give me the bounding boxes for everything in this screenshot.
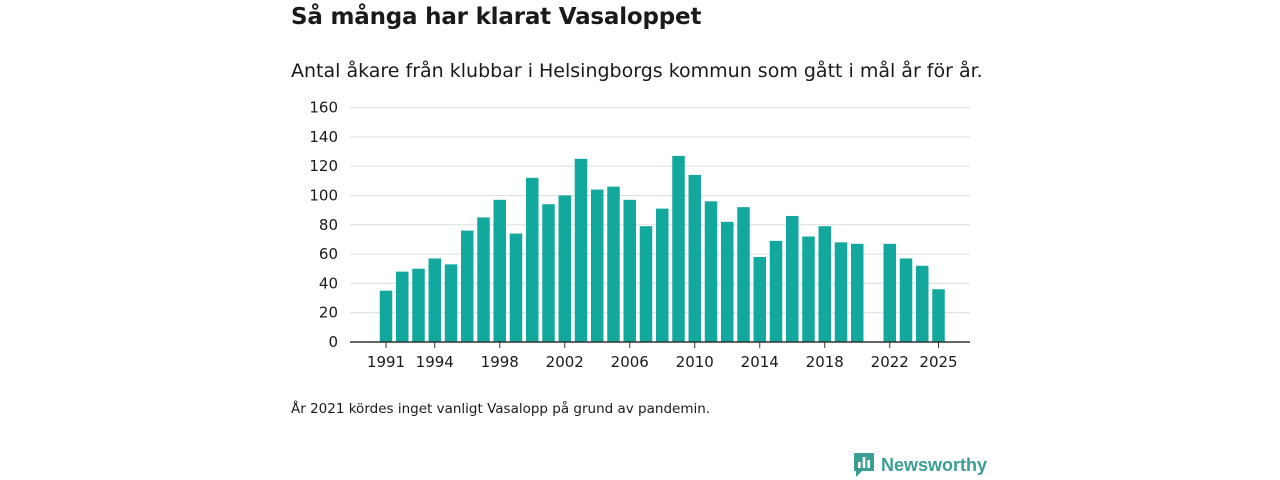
bar-1993[interactable] — [412, 268, 425, 342]
bar-2004[interactable] — [591, 189, 604, 342]
y-tick-label: 160 — [309, 99, 338, 117]
bar-2019[interactable] — [834, 242, 848, 342]
y-tick-label: 40 — [319, 274, 338, 292]
bar-2025[interactable] — [932, 289, 945, 342]
y-tick-label: 100 — [309, 186, 338, 204]
bar-1995[interactable] — [444, 264, 458, 342]
bar-2017[interactable] — [802, 236, 815, 342]
chart-title: Så många har klarat Vasaloppet — [291, 4, 702, 30]
newsworthy-logo-icon — [854, 453, 874, 477]
bar-chart: 0 20 40 60 80 100 120 140 160 1991 1994 1998 2002 20… — [309, 99, 970, 371]
y-tick-label: 80 — [319, 216, 338, 234]
bar-2012[interactable] — [721, 221, 734, 342]
bar-2018[interactable] — [818, 226, 832, 342]
y-tick-label: 120 — [309, 157, 338, 175]
bar-2002[interactable] — [558, 195, 572, 342]
bar-1999[interactable] — [509, 233, 523, 342]
y-axis-tick-labels: 0 20 40 60 80 100 120 140 160 — [309, 99, 338, 352]
bar-2020[interactable] — [851, 243, 864, 342]
x-tick-label: 2006 — [611, 353, 649, 371]
bar-2010[interactable] — [688, 174, 702, 342]
chart-subtitle: Antal åkare från klubbar i Helsingborgs … — [291, 60, 983, 82]
bar-2014[interactable] — [753, 256, 767, 342]
x-tick-label: 1994 — [416, 353, 454, 371]
bar-2007[interactable] — [639, 226, 653, 342]
x-tick-label: 2025 — [919, 353, 957, 371]
bar-2009[interactable] — [672, 155, 685, 342]
x-tick-label: 2002 — [546, 353, 584, 371]
bar-1996[interactable] — [461, 230, 474, 342]
bar-2008[interactable] — [656, 208, 669, 342]
bar-2013[interactable] — [737, 207, 750, 342]
x-tick-label: 2014 — [741, 353, 779, 371]
bar-1991[interactable] — [379, 290, 393, 342]
bar-2024[interactable] — [916, 265, 929, 342]
bars — [379, 155, 945, 342]
y-tick-label: 60 — [319, 245, 338, 263]
bar-2006[interactable] — [623, 199, 637, 342]
bar-2011[interactable] — [704, 201, 718, 342]
x-tick-label: 1998 — [481, 353, 519, 371]
bar-2001[interactable] — [542, 204, 555, 342]
bar-2015[interactable] — [769, 240, 783, 342]
bar-2016[interactable] — [786, 215, 799, 342]
x-tick-label: 2022 — [871, 353, 909, 371]
footnote: År 2021 kördes inget vanligt Vasalopp på… — [291, 401, 711, 417]
bar-1997[interactable] — [477, 217, 490, 342]
y-tick-label: 140 — [309, 128, 338, 146]
x-tick-label: 2018 — [806, 353, 844, 371]
brand-logo[interactable]: Newsworthy — [853, 452, 987, 478]
bar-1992[interactable] — [396, 271, 409, 342]
bar-1998[interactable] — [493, 199, 507, 342]
bar-2023[interactable] — [899, 258, 913, 342]
y-tick-label: 20 — [319, 304, 338, 322]
bar-1994[interactable] — [428, 258, 442, 342]
bar-2000[interactable] — [526, 177, 539, 342]
y-tick-label: 0 — [328, 333, 338, 351]
bar-2005[interactable] — [607, 186, 620, 342]
x-tick-label: 2010 — [676, 353, 714, 371]
x-tick-label: 1991 — [367, 353, 405, 371]
bar-2022[interactable] — [883, 243, 897, 342]
bar-2003[interactable] — [574, 158, 588, 342]
x-axis-tick-labels: 1991 1994 1998 2002 2006 2010 2014 2018 2022 2025 — [367, 342, 958, 371]
brand-name: Newsworthy — [881, 454, 988, 475]
